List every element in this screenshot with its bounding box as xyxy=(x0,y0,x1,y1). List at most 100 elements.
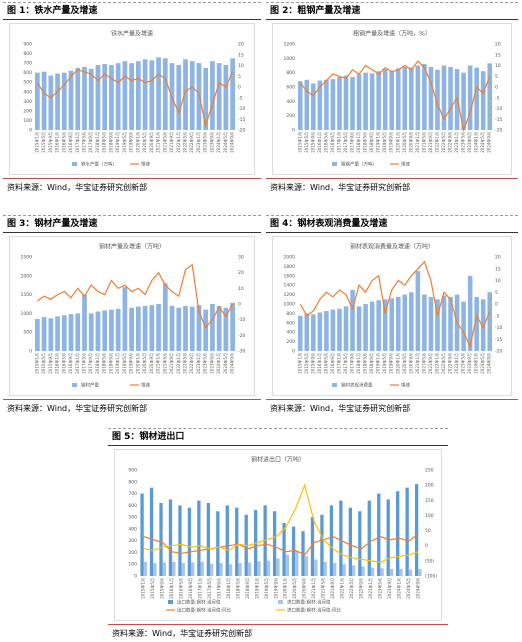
chart-title: 粗钢产量及增速（万吨，%） xyxy=(353,30,431,38)
x-tick-label: 2017年1月 xyxy=(335,353,341,374)
bar xyxy=(408,569,413,576)
chart: 钢材进出口（万吨）0100200300400500600700800900(10… xyxy=(114,449,442,621)
x-tick-label: 2024年9月 xyxy=(486,132,492,153)
x-tick-label: 2018年9月 xyxy=(107,353,113,374)
x-tick-label: 2024年9月 xyxy=(486,353,492,374)
bar xyxy=(297,81,303,130)
bar xyxy=(369,301,375,351)
x-tick-label: 2018年1月 xyxy=(225,578,231,599)
bar xyxy=(389,568,394,576)
legend-swatch xyxy=(72,383,77,387)
x-tick-label: 2016年5月 xyxy=(322,132,328,153)
y2-tick-label: -30 xyxy=(238,349,245,355)
bar xyxy=(238,563,242,576)
bar xyxy=(172,561,176,576)
x-tick-label: 2021年1月 xyxy=(414,132,420,153)
x-tick-label: 2019年1月 xyxy=(253,578,259,599)
bar xyxy=(61,315,67,351)
x-tick-label: 2023年1月 xyxy=(195,132,201,153)
figure-source: 资料来源：Wind，华宝证券研究创新部 xyxy=(3,399,261,417)
y2-tick-label: 100 xyxy=(425,513,434,519)
bar xyxy=(169,305,175,351)
y-tick-label: 1200 xyxy=(284,292,296,298)
bar xyxy=(428,66,434,130)
y2-tick-label: -20 xyxy=(495,128,502,134)
y-tick-label: 0 xyxy=(29,349,32,355)
chart: 钢材表观消费量及增速（万吨）02004006008001000120014001… xyxy=(272,236,512,396)
bar xyxy=(295,551,299,576)
chart-title: 铁水产量及增速 xyxy=(111,30,153,38)
x-tick-label: 2020年9月 xyxy=(407,132,413,153)
x-tick-label: 2019年1月 xyxy=(375,132,381,153)
y-tick-label: 800 xyxy=(23,51,32,57)
bar xyxy=(418,568,422,576)
x-tick-label: 2023年1月 xyxy=(195,353,201,374)
bar xyxy=(129,63,134,130)
y2-tick-label: 0 xyxy=(495,302,498,308)
x-tick-label: 2021年5月 xyxy=(161,353,167,374)
line xyxy=(143,533,419,556)
x-tick-label: 2018年5月 xyxy=(101,353,107,374)
x-tick-label: 2020年5月 xyxy=(141,132,147,153)
y2-tick-label: 150 xyxy=(425,498,434,504)
bar xyxy=(223,65,229,130)
bar xyxy=(156,57,161,130)
bar xyxy=(399,568,403,576)
bar xyxy=(395,68,401,130)
bar xyxy=(191,562,195,576)
x-tick-label: 2022年1月 xyxy=(339,578,345,599)
x-tick-label: 2024年1月 xyxy=(395,578,401,599)
bar xyxy=(142,305,148,351)
bar xyxy=(337,76,342,130)
x-tick-label: 2018年5月 xyxy=(362,132,368,153)
x-tick-label: 2016年1月 xyxy=(168,578,174,599)
bar xyxy=(136,306,141,351)
y-tick-label: 500 xyxy=(23,80,32,86)
y-tick-label: 700 xyxy=(23,61,32,67)
bar xyxy=(428,296,434,351)
y2-tick-label: 0 xyxy=(425,543,428,549)
x-tick-label: 2019年1月 xyxy=(114,353,120,374)
bar xyxy=(122,61,128,131)
x-tick-label: 2015年5月 xyxy=(303,353,309,374)
bar xyxy=(95,311,101,351)
bar xyxy=(422,294,427,351)
x-tick-label: 2017年9月 xyxy=(87,132,93,153)
bar xyxy=(474,296,479,351)
bar xyxy=(210,61,215,131)
x-tick-label: 2016年5月 xyxy=(178,578,184,599)
bar xyxy=(75,67,81,130)
bar xyxy=(330,79,336,130)
y-tick-label: 2000 xyxy=(284,255,296,261)
x-tick-label: 2019年5月 xyxy=(263,578,269,599)
bar xyxy=(82,294,87,351)
bar xyxy=(183,59,188,130)
y2-tick-label: 20 xyxy=(238,270,244,276)
bar xyxy=(41,71,47,130)
bar xyxy=(376,71,381,130)
bar xyxy=(276,558,280,576)
bar xyxy=(304,555,308,576)
x-tick-label: 2024年5月 xyxy=(405,578,411,599)
bar xyxy=(35,72,40,130)
bar xyxy=(389,70,395,130)
legend-swatch xyxy=(72,162,77,166)
bar xyxy=(230,302,235,351)
bar xyxy=(129,307,134,351)
bar xyxy=(461,72,466,130)
y2-tick-label: 10 xyxy=(495,278,501,284)
chart: 铁水产量及增速0100200300400500600700800900-20-1… xyxy=(9,23,255,175)
bar xyxy=(435,69,440,130)
x-tick-label: 2023年9月 xyxy=(208,353,214,374)
x-tick-label: 2016年1月 xyxy=(54,353,60,374)
bar xyxy=(216,305,222,351)
x-tick-label: 2021年9月 xyxy=(427,353,433,374)
bar xyxy=(210,563,214,576)
y-tick-label: 900 xyxy=(23,42,32,48)
x-tick-label: 2018年1月 xyxy=(94,353,100,374)
bar xyxy=(272,511,277,576)
bar xyxy=(376,300,381,351)
x-tick-label: 2018年1月 xyxy=(94,132,100,153)
chart-title: 钢材产量及增速（万吨） xyxy=(99,243,165,251)
